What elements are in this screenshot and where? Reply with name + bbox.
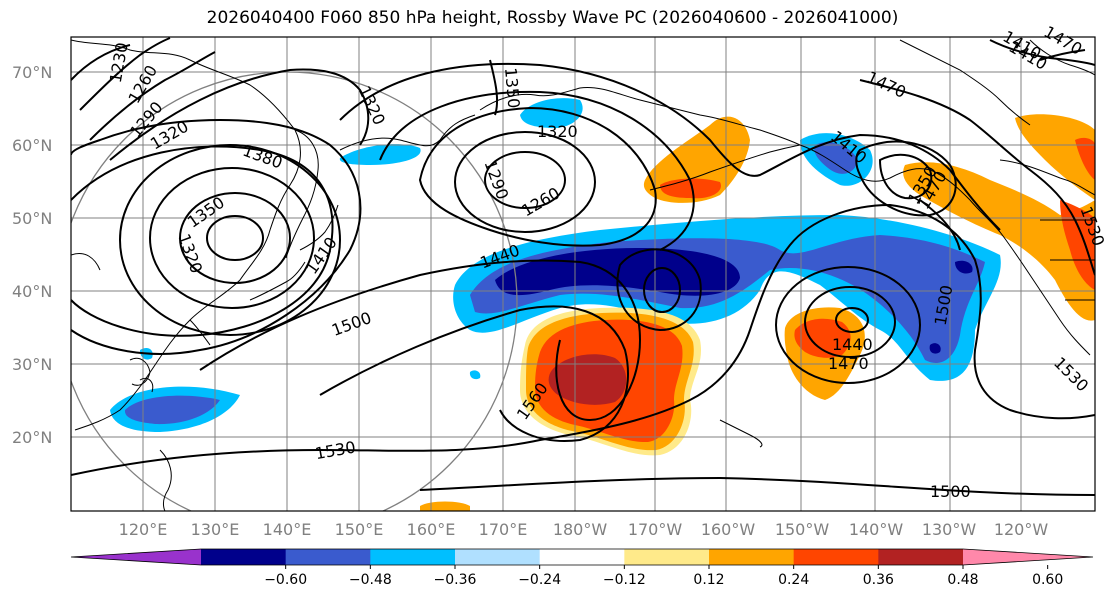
- contour-label: 1470: [828, 354, 869, 373]
- latitude-labels: 70°N 60°N 50°N 40°N 30°N 20°N: [12, 63, 52, 447]
- lon-label: 150°W: [775, 520, 830, 539]
- colorbar-low-extend: [71, 549, 201, 565]
- colorbar-tick-label: 0.24: [778, 572, 809, 588]
- colorbar-tick-label: 0.12: [693, 572, 724, 588]
- lat-label: 40°N: [12, 282, 52, 301]
- neg-anom-gulf-ak-core: [814, 142, 858, 174]
- colorbar-tick-label: −0.24: [518, 572, 561, 588]
- map-frame: [70, 36, 1096, 512]
- coastlines: [71, 39, 1095, 511]
- neg-anom-okhotsk: [339, 144, 421, 165]
- map-title: 2026040400 F060 850 hPa height, Rossby W…: [206, 8, 899, 28]
- lon-label: 120°W: [994, 520, 1049, 539]
- lon-label: 170°E: [479, 520, 528, 539]
- colorbar-tick-label: 0.48: [947, 572, 978, 588]
- colorbar-tick-label: −0.48: [349, 572, 392, 588]
- lon-label: 140°E: [263, 520, 312, 539]
- lat-label: 20°N: [12, 428, 52, 447]
- height-contours: [71, 37, 1095, 496]
- lat-label: 50°N: [12, 209, 52, 228]
- lon-label: 130°W: [922, 520, 977, 539]
- lat-label: 30°N: [12, 355, 52, 374]
- lon-label: 160°W: [701, 520, 756, 539]
- contour-label: 1350: [501, 67, 523, 109]
- lon-label: 130°E: [191, 520, 240, 539]
- pos-anom-w-na-north: [1015, 114, 1095, 200]
- neg-anom-small-2: [469, 370, 481, 380]
- colorbar-high-extend: [963, 549, 1093, 565]
- lat-label: 60°N: [12, 136, 52, 155]
- graticule: [71, 37, 1095, 511]
- colorbar-segment: [709, 549, 795, 565]
- colorbar-tick-label: −0.36: [434, 572, 477, 588]
- colorbar-segment: [370, 549, 456, 565]
- colorbar-outline: [70, 548, 1094, 566]
- pos-anom-central-pac-core: [548, 354, 627, 405]
- colorbar-tick-label: 0.60: [1032, 572, 1063, 588]
- colorbar-segment: [793, 549, 879, 565]
- colorbar-segment: [624, 549, 710, 565]
- colorbar-segment: [201, 549, 287, 565]
- neg-anom-taiwan-core: [124, 395, 220, 425]
- pos-anom-south: [420, 501, 470, 511]
- colorbar-segment: [539, 549, 625, 565]
- lon-label: 160°E: [407, 520, 456, 539]
- contour-label: 1440: [832, 335, 873, 354]
- colorbar-segment: [878, 549, 964, 565]
- colorbar-tick-label: 0.36: [863, 572, 894, 588]
- neg-anom-core-3: [955, 260, 973, 274]
- lon-label: 180°W: [553, 520, 608, 539]
- range-circle: [71, 71, 518, 511]
- colorbar-segment: [455, 549, 541, 565]
- neg-anom-bering: [520, 98, 583, 129]
- colorbar-segment: [285, 549, 371, 565]
- contour-label: 1320: [537, 122, 578, 141]
- pos-anom-w-na-core: [1060, 200, 1095, 290]
- lon-label: 120°E: [119, 520, 168, 539]
- colorbar-tick-label: −0.12: [603, 572, 646, 588]
- lon-label: 150°E: [335, 520, 384, 539]
- colorbar-tick-label: −0.60: [264, 572, 307, 588]
- lon-label: 170°W: [628, 520, 683, 539]
- contour-label: 1500: [930, 482, 971, 501]
- lon-label: 140°W: [849, 520, 904, 539]
- lat-label: 70°N: [12, 63, 52, 82]
- colorbar: −0.60 −0.48 −0.36 −0.24 −0.12 0.12 0.24 0.36 0.4…: [70, 548, 1094, 588]
- neg-anom-core-4: [929, 343, 941, 354]
- pos-anom-ne-pac-core: [794, 318, 851, 358]
- pos-anom-w-na-core2: [1075, 137, 1095, 180]
- longitude-labels: 120°E 130°E 140°E 150°E 160°E 170°E 180°…: [119, 520, 1049, 539]
